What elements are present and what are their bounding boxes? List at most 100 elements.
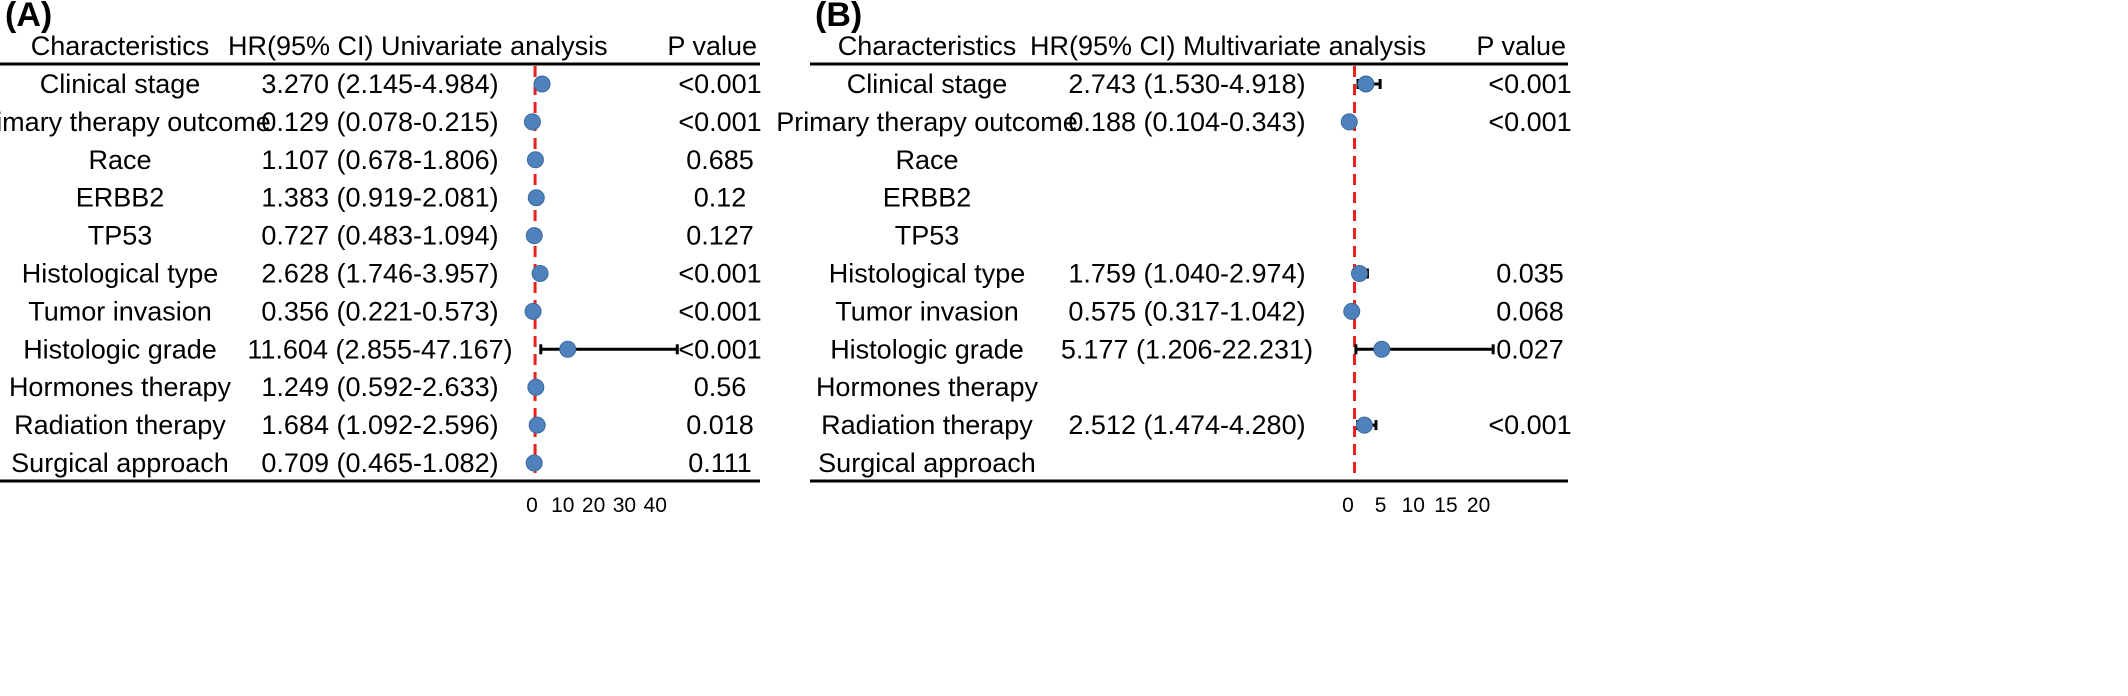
- p-value: 0.035: [1496, 259, 1564, 289]
- x-tick-label: 10: [1402, 494, 1425, 517]
- table-row: Surgical approach: [818, 448, 1036, 478]
- p-value: <0.001: [1488, 107, 1571, 137]
- characteristic-label: Histological type: [22, 259, 219, 289]
- characteristic-label: Histologic grade: [830, 334, 1024, 364]
- hr-point: [531, 265, 549, 282]
- characteristic-label: Hormones therapy: [9, 372, 232, 402]
- characteristic-label: Tumor invasion: [835, 296, 1019, 326]
- table-row: Race 1.107 (0.678-1.806) 0.685: [88, 145, 753, 175]
- p-value: 0.111: [688, 448, 752, 478]
- hr-point: [1355, 416, 1373, 434]
- table-row: TP53: [895, 221, 960, 251]
- hr-ci-value: 1.684 (1.092-2.596): [261, 410, 498, 440]
- characteristic-label: Surgical approach: [11, 448, 229, 478]
- p-value: 0.068: [1496, 296, 1564, 326]
- hr-ci-value: 0.709 (0.465-1.082): [261, 448, 498, 478]
- header-characteristics: Characteristics: [31, 31, 210, 61]
- p-value: 0.018: [686, 410, 754, 440]
- hr-point: [525, 454, 543, 472]
- table-row: Surgical approach 0.709 (0.465-1.082) 0.11…: [11, 448, 752, 478]
- hr-point: [533, 75, 551, 93]
- p-value: <0.001: [678, 107, 761, 137]
- hr-ci-value: 2.628 (1.746-3.957): [261, 259, 498, 289]
- p-value: <0.001: [678, 334, 761, 364]
- forest-panel-b: (B)Characteristics HR(95% CI) Multivariat…: [776, 0, 1571, 517]
- characteristic-label: Clinical stage: [847, 69, 1008, 99]
- hr-ci-value: 1.249 (0.592-2.633): [261, 372, 498, 402]
- characteristic-label: ERBB2: [76, 183, 165, 213]
- characteristic-label: Primary therapy outcome: [776, 107, 1078, 137]
- hr-ci-value: 0.575 (0.317-1.042): [1068, 296, 1305, 326]
- hr-point: [526, 151, 544, 169]
- characteristic-label: Histologic grade: [23, 334, 217, 364]
- hr-point: [527, 189, 545, 207]
- x-tick-label: 10: [551, 494, 574, 517]
- hr-point: [1343, 302, 1361, 320]
- p-value: 0.027: [1496, 334, 1564, 364]
- x-tick-label: 15: [1434, 494, 1457, 517]
- hr-ci-value: 1.107 (0.678-1.806): [261, 145, 498, 175]
- characteristic-label: Clinical stage: [40, 69, 201, 99]
- p-value: 0.56: [694, 372, 747, 402]
- characteristic-label: TP53: [895, 221, 960, 251]
- hr-point: [525, 227, 543, 245]
- panel-label: (B): [815, 0, 862, 34]
- characteristic-label: Surgical approach: [818, 448, 1036, 478]
- forest-panel-a: (A)Characteristics HR(95% CI) Univariate …: [0, 0, 762, 517]
- x-tick-label: 30: [613, 494, 636, 517]
- x-tick-label: 40: [644, 494, 667, 517]
- table-row: Tumor invasion 0.356 (0.221-0.573) <0.001: [28, 296, 761, 326]
- header-p-value: P value: [1476, 31, 1566, 61]
- p-value: <0.001: [1488, 69, 1571, 99]
- table-row: Histologic grade 11.604 (2.855-47.167) <0.…: [23, 334, 761, 364]
- table-row: ERBB2 1.383 (0.919-2.081) 0.12: [76, 183, 747, 213]
- characteristic-label: TP53: [88, 221, 153, 251]
- hr-point: [1373, 340, 1391, 358]
- characteristic-label: ERBB2: [883, 183, 972, 213]
- header-hr-ci: HR(95% CI) Multivariate analysis: [1030, 31, 1426, 61]
- panel-label: (A): [5, 0, 52, 34]
- characteristic-label: Radiation therapy: [821, 410, 1033, 440]
- hr-point: [1350, 265, 1368, 282]
- hr-ci-value: 3.270 (2.145-4.984): [261, 69, 498, 99]
- table-row: Histological type 2.628 (1.746-3.957) <0.0…: [22, 259, 762, 289]
- p-value: 0.685: [686, 145, 754, 175]
- hr-point: [1357, 75, 1375, 93]
- hr-ci-value: 1.759 (1.040-2.974): [1068, 259, 1305, 289]
- hr-ci-value: 0.188 (0.104-0.343): [1068, 107, 1305, 137]
- table-row: Race: [895, 145, 958, 175]
- table-row: Histological type 1.759 (1.040-2.974) 0.03…: [829, 259, 1564, 289]
- table-row: ERBB2: [883, 183, 972, 213]
- hr-ci-value: 11.604 (2.855-47.167): [247, 334, 512, 364]
- hr-ci-value: 0.129 (0.078-0.215): [261, 107, 498, 137]
- characteristic-label: Tumor invasion: [28, 296, 212, 326]
- hr-point: [524, 302, 542, 320]
- characteristic-label: Primary therapy outcome: [0, 107, 271, 137]
- table-row: Hormones therapy: [816, 372, 1039, 402]
- p-value: <0.001: [678, 296, 761, 326]
- characteristic-label: Race: [895, 145, 958, 175]
- hr-ci-value: 5.177 (1.206-22.231): [1061, 334, 1313, 364]
- header-p-value: P value: [667, 31, 757, 61]
- hr-point: [528, 416, 546, 434]
- x-tick-label: 0: [1342, 494, 1354, 517]
- characteristic-label: Radiation therapy: [14, 410, 226, 440]
- hr-ci-value: 2.512 (1.474-4.280): [1068, 410, 1305, 440]
- table-row: Clinical stage 2.743 (1.530-4.918) <0.001: [847, 69, 1572, 99]
- characteristic-label: Hormones therapy: [816, 372, 1039, 402]
- table-row: Histologic grade 5.177 (1.206-22.231) 0.02…: [830, 334, 1564, 364]
- hr-ci-value: 1.383 (0.919-2.081): [261, 183, 498, 213]
- table-row: Tumor invasion 0.575 (0.317-1.042) 0.068: [835, 296, 1564, 326]
- x-tick-label: 0: [526, 494, 538, 517]
- table-row: TP53 0.727 (0.483-1.094) 0.127: [88, 221, 754, 251]
- header-hr-ci: HR(95% CI) Univariate analysis: [228, 31, 608, 61]
- hr-ci-value: 2.743 (1.530-4.918): [1068, 69, 1305, 99]
- x-tick-label: 20: [1467, 494, 1490, 517]
- p-value: <0.001: [1488, 410, 1571, 440]
- table-row: Hormones therapy 1.249 (0.592-2.633) 0.56: [9, 372, 746, 402]
- p-value: 0.127: [686, 221, 754, 251]
- hr-point: [1340, 113, 1358, 131]
- table-row: Radiation therapy 2.512 (1.474-4.280) <0.0…: [821, 410, 1571, 440]
- hr-ci-value: 0.727 (0.483-1.094): [261, 221, 498, 251]
